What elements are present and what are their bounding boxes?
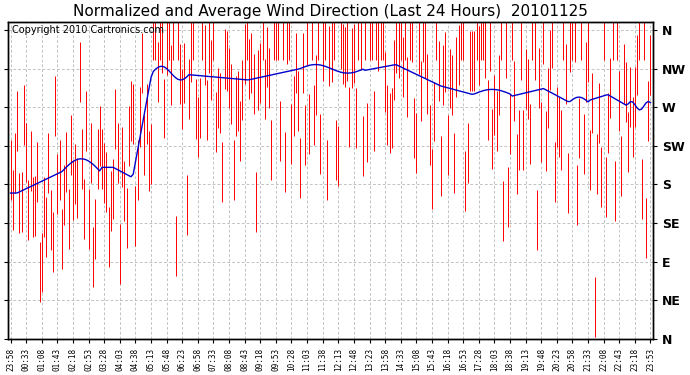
Text: Copyright 2010 Cartronics.com: Copyright 2010 Cartronics.com [12, 25, 164, 35]
Title: Normalized and Average Wind Direction (Last 24 Hours)  20101125: Normalized and Average Wind Direction (L… [73, 4, 588, 19]
